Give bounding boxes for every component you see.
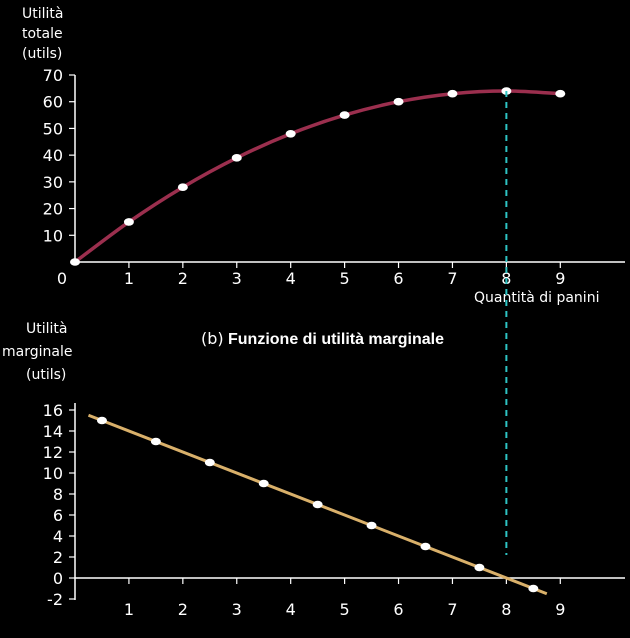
top-y-tick-label: 10 xyxy=(43,226,63,245)
top-x-tick-label: 9 xyxy=(555,269,565,288)
subtitle-prefix: (b) xyxy=(201,329,224,348)
marginal-utility-point xyxy=(474,563,485,572)
total-utility-point xyxy=(555,89,566,98)
bottom-x-tick-label: 2 xyxy=(178,600,188,619)
top-x-tick-label: 3 xyxy=(232,269,242,288)
marginal-utility-point xyxy=(366,521,377,530)
marginal-utility-panel: Utilità marginale (utils) (b) Funzione d… xyxy=(2,321,625,619)
marginal-utility-point xyxy=(204,458,215,467)
bottom-ylabel-line3: (utils) xyxy=(26,367,66,383)
marginal-utility-point xyxy=(312,500,323,509)
bottom-y-tick-label: 14 xyxy=(43,422,63,441)
total-utility-curve xyxy=(73,89,561,264)
bottom-y-tick-label: 0 xyxy=(53,569,63,588)
top-y-tick-label: 20 xyxy=(43,200,63,219)
total-utility-point xyxy=(393,97,404,106)
top-x-tick-label: 7 xyxy=(447,269,457,288)
bottom-ylabel-line1: Utilità xyxy=(26,321,67,337)
bottom-x-tick-label: 8 xyxy=(501,600,511,619)
top-x-tick-label: 2 xyxy=(178,269,188,288)
top-x-tick-label: 4 xyxy=(286,269,296,288)
marginal-utility-point xyxy=(420,542,431,551)
top-ylabel-line2: totale xyxy=(22,26,63,42)
top-y-tick-label: 50 xyxy=(43,119,63,138)
total-utility-point xyxy=(70,258,80,266)
total-utility-panel: Utilità totale (utils) Quantità di panin… xyxy=(22,6,625,306)
marginal-utility-point xyxy=(96,416,107,425)
bottom-y-tick-label: 16 xyxy=(43,401,63,420)
bottom-y-tick-label: -2 xyxy=(47,590,63,609)
total-utility-point xyxy=(231,154,242,162)
bottom-y-tick-label: 10 xyxy=(43,464,63,483)
bottom-y-tick-label: 12 xyxy=(43,443,63,462)
bottom-y-tick-label: 2 xyxy=(53,548,63,567)
total-utility-point xyxy=(501,87,512,95)
top-x-tick-label: 5 xyxy=(340,269,350,288)
bottom-x-tick-label: 9 xyxy=(555,600,565,619)
marginal-utility-point xyxy=(258,479,269,488)
total-utility-point xyxy=(339,111,350,119)
bottom-x-tick-label: 3 xyxy=(232,600,242,619)
total-utility-point xyxy=(123,218,134,226)
top-y-tick-label: 40 xyxy=(43,146,63,165)
total-utility-point xyxy=(447,89,458,98)
top-ylabel-line1: Utilità xyxy=(22,6,63,22)
subtitle: Funzione di utilità marginale xyxy=(228,331,444,348)
bottom-y-tick-label: 4 xyxy=(53,527,63,546)
marginal-utility-point xyxy=(150,437,161,446)
total-utility-point xyxy=(285,129,296,138)
bottom-ylabel-line2: marginale xyxy=(2,344,72,360)
marginal-utility-point xyxy=(528,584,539,593)
top-ylabel-line3: (utils) xyxy=(22,46,62,62)
top-y-tick-label: 60 xyxy=(43,93,63,112)
top-y-tick-label: 30 xyxy=(43,173,63,192)
top-x-tick-label: 1 xyxy=(124,269,134,288)
bottom-x-tick-label: 6 xyxy=(393,600,403,619)
bottom-x-tick-label: 7 xyxy=(447,600,457,619)
total-utility-point xyxy=(177,183,188,191)
bottom-x-tick-label: 5 xyxy=(340,600,350,619)
top-x-tick-label: 0 xyxy=(57,269,67,288)
bottom-x-tick-label: 1 xyxy=(124,600,134,619)
bottom-y-tick-label: 8 xyxy=(53,485,63,504)
top-y-tick-label: 70 xyxy=(43,66,63,85)
top-xlabel: Quantità di panini xyxy=(474,290,599,306)
bottom-x-tick-label: 4 xyxy=(286,600,296,619)
top-x-tick-label: 6 xyxy=(393,269,403,288)
bottom-y-tick-label: 6 xyxy=(53,506,63,525)
